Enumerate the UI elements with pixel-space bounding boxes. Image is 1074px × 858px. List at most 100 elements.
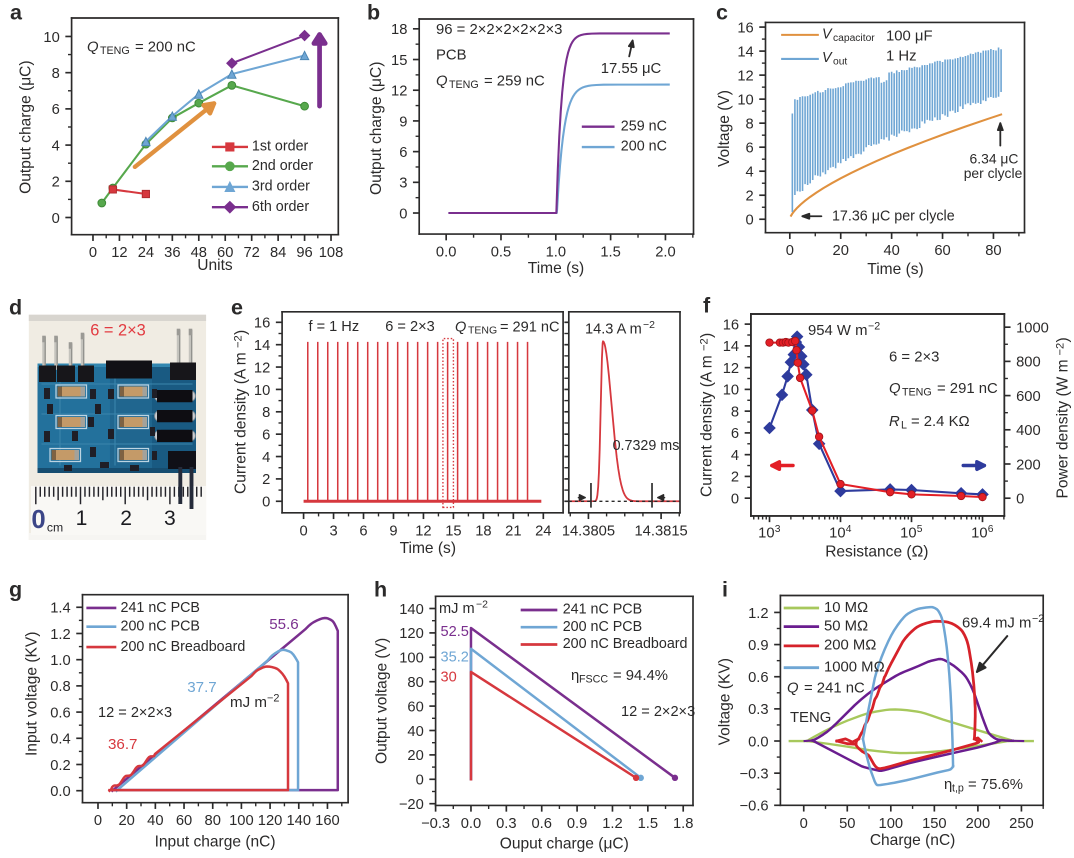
svg-text:2.0: 2.0 <box>655 245 675 261</box>
svg-text:0: 0 <box>299 523 307 539</box>
svg-text:10: 10 <box>737 92 753 108</box>
svg-text:9: 9 <box>399 114 407 130</box>
svg-text:14: 14 <box>254 338 270 354</box>
svg-text:Charge (nC): Charge (nC) <box>870 832 956 849</box>
svg-text:40: 40 <box>147 813 163 829</box>
svg-text:250: 250 <box>1009 816 1034 832</box>
svg-text:0.3: 0.3 <box>748 702 768 718</box>
svg-text:1.2: 1.2 <box>50 627 70 643</box>
svg-text:6: 6 <box>359 523 367 539</box>
svg-text:Time (s): Time (s) <box>400 540 456 557</box>
svg-text:18: 18 <box>475 523 491 539</box>
svg-text:= 94.4%: = 94.4% <box>613 668 668 684</box>
svg-text:Time (s): Time (s) <box>867 261 923 278</box>
svg-text:TENG: TENG <box>790 710 831 726</box>
svg-text:f: f <box>703 294 711 318</box>
svg-text:Output voltage (V): Output voltage (V) <box>374 638 391 764</box>
svg-text:Q: Q <box>889 381 901 397</box>
svg-text:0.0: 0.0 <box>50 784 70 800</box>
svg-text:72: 72 <box>243 245 259 261</box>
svg-text:0: 0 <box>89 245 97 261</box>
svg-text:96 = 2×2×2×2×2×3: 96 = 2×2×2×2×2×3 <box>436 22 562 38</box>
svg-text:2: 2 <box>262 472 270 488</box>
svg-text:V: V <box>822 27 833 43</box>
svg-text:2: 2 <box>746 189 754 205</box>
svg-text:4: 4 <box>731 448 739 464</box>
svg-text:600: 600 <box>1016 389 1041 405</box>
svg-text:60: 60 <box>407 699 423 715</box>
svg-text:24: 24 <box>138 245 154 261</box>
svg-text:= 75.6%: = 75.6% <box>968 777 1023 793</box>
svg-text:= 291 nC: = 291 nC <box>937 381 998 397</box>
svg-text:60: 60 <box>217 245 233 261</box>
svg-text:c: c <box>716 1 728 25</box>
svg-text:14.3815: 14.3815 <box>634 523 687 539</box>
svg-text:= 200 nC: = 200 nC <box>135 39 196 55</box>
svg-text:140: 140 <box>399 602 424 618</box>
svg-text:Q: Q <box>455 319 466 335</box>
svg-text:15: 15 <box>391 53 407 69</box>
svg-text:f = 1 Hz: f = 1 Hz <box>308 319 359 335</box>
svg-text:160: 160 <box>315 813 340 829</box>
svg-text:6th order: 6th order <box>252 199 309 215</box>
svg-text:10: 10 <box>723 383 739 399</box>
svg-text:84: 84 <box>270 245 286 261</box>
svg-text:4: 4 <box>746 165 754 181</box>
svg-text:14.3 A m: 14.3 A m <box>585 322 642 338</box>
svg-text:−20: −20 <box>399 797 424 813</box>
svg-text:12 = 2×2×3: 12 = 2×2×3 <box>621 704 695 720</box>
svg-text:1.5: 1.5 <box>638 816 658 832</box>
svg-text:1.8: 1.8 <box>673 816 693 832</box>
svg-text:1 0 3: 1 0 3 <box>758 518 781 543</box>
svg-text:Output charge (μC): Output charge (μC) <box>18 60 35 193</box>
svg-text:= 241 nC: = 241 nC <box>804 681 865 697</box>
svg-text:Voltage (V): Voltage (V) <box>716 90 733 167</box>
svg-text:200 nC PCB: 200 nC PCB <box>563 619 642 635</box>
svg-text:14.3805: 14.3805 <box>562 523 615 539</box>
svg-text:12: 12 <box>254 360 270 376</box>
svg-text:100: 100 <box>229 813 254 829</box>
svg-text:0.0: 0.0 <box>461 816 481 832</box>
svg-text:TENG: TENG <box>468 326 497 337</box>
svg-text:TENG: TENG <box>449 79 479 91</box>
svg-text:12: 12 <box>737 68 753 84</box>
svg-text:100 μF: 100 μF <box>886 29 933 45</box>
svg-text:12: 12 <box>111 245 127 261</box>
svg-text:6 = 2×3: 6 = 2×3 <box>889 349 939 365</box>
svg-text:mJ m: mJ m <box>230 694 267 711</box>
svg-text:0: 0 <box>94 813 102 829</box>
svg-text:−0.6: −0.6 <box>740 799 769 815</box>
svg-text:200 nC PCB: 200 nC PCB <box>121 618 200 634</box>
svg-text:1 0 5: 1 0 5 <box>900 517 923 542</box>
svg-text:18: 18 <box>391 22 407 38</box>
svg-text:Units: Units <box>197 257 233 274</box>
svg-text:−0.3: −0.3 <box>740 766 769 782</box>
svg-text:35.2: 35.2 <box>441 649 469 665</box>
svg-text:R: R <box>889 414 900 430</box>
svg-text:8: 8 <box>731 404 739 420</box>
svg-text:400: 400 <box>1016 423 1041 439</box>
svg-text:a: a <box>10 1 23 25</box>
svg-text:36.7: 36.7 <box>108 736 137 753</box>
svg-text:0: 0 <box>1016 492 1024 508</box>
svg-text:η: η <box>571 668 579 684</box>
svg-text:50: 50 <box>839 816 855 832</box>
svg-text:0.7329 ms: 0.7329 ms <box>613 438 680 454</box>
svg-text:Time (s): Time (s) <box>528 260 584 277</box>
svg-text:17.55 μC: 17.55 μC <box>601 61 662 77</box>
svg-text:g: g <box>9 577 22 601</box>
svg-text:): ) <box>1055 337 1072 342</box>
svg-text:cm: cm <box>47 521 63 535</box>
svg-text:241 nC PCB: 241 nC PCB <box>121 600 200 616</box>
svg-text:48: 48 <box>191 245 207 261</box>
svg-text:Voltage (KV): Voltage (KV) <box>717 658 734 745</box>
svg-text:h: h <box>374 578 387 602</box>
svg-text:120: 120 <box>399 626 424 642</box>
svg-text:20: 20 <box>833 243 849 259</box>
svg-text:−2: −2 <box>476 600 488 611</box>
svg-text:Resistance (Ω): Resistance (Ω) <box>825 544 928 561</box>
svg-text:1 0 4: 1 0 4 <box>829 517 852 542</box>
svg-text:out: out <box>833 56 847 67</box>
svg-text:8: 8 <box>746 117 754 133</box>
svg-text:Ouput charge (μC): Ouput charge (μC) <box>500 836 629 853</box>
